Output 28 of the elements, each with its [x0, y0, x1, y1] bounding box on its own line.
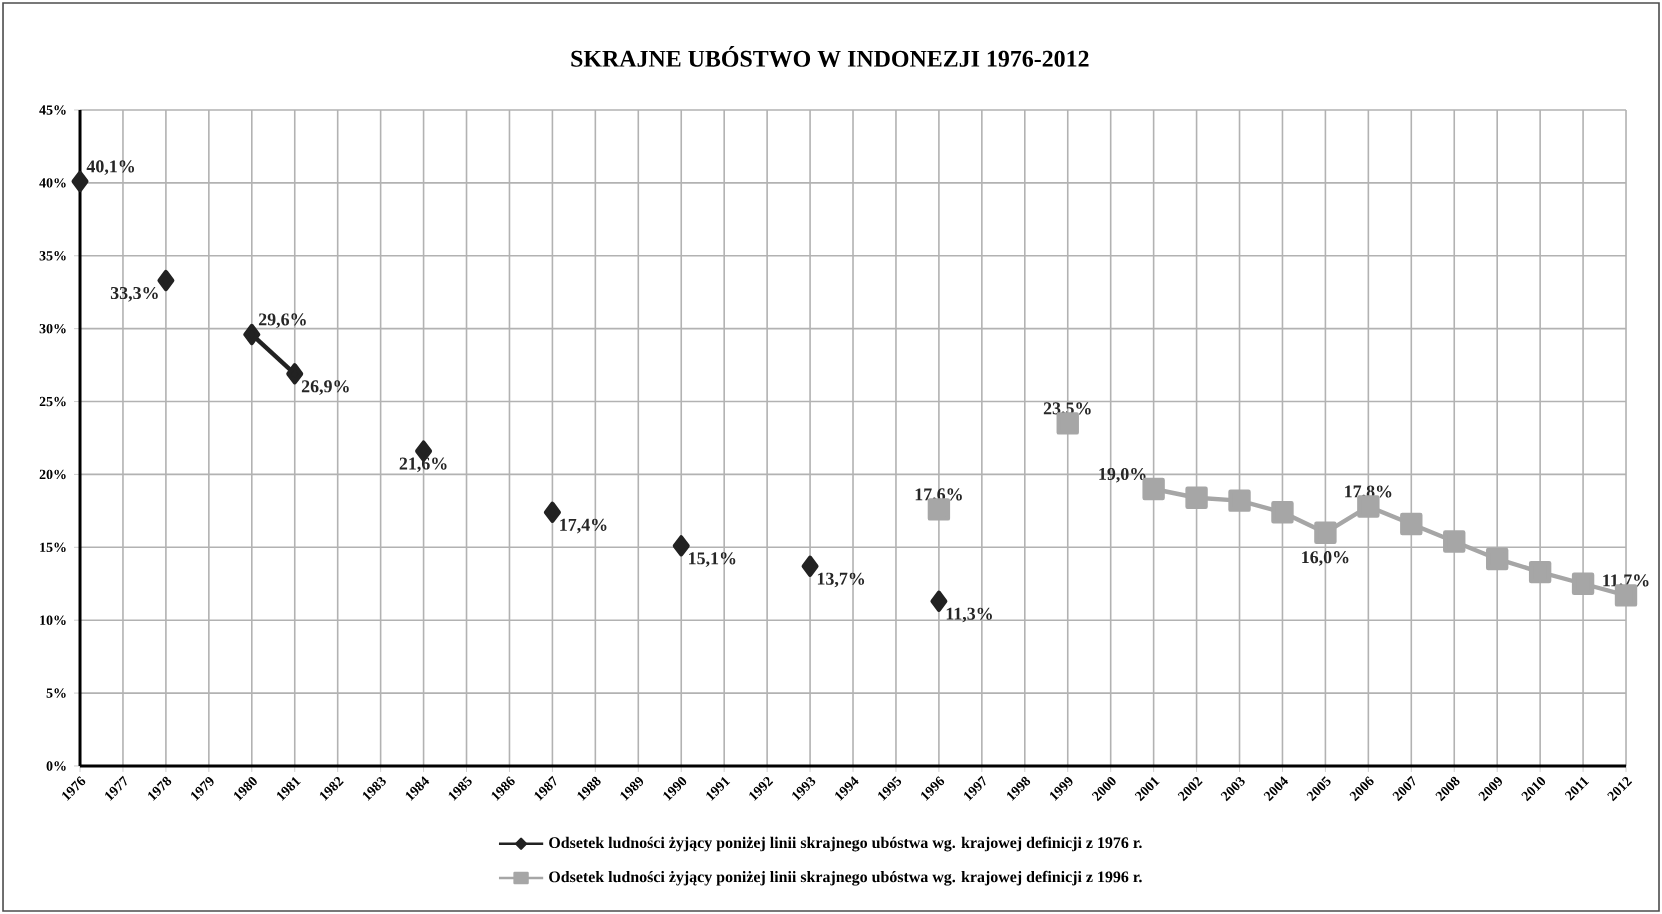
point: [1228, 489, 1251, 512]
point: [1485, 547, 1509, 571]
data-label: 26,9%: [301, 380, 349, 395]
point: [543, 501, 561, 523]
data-label: 11,3%: [946, 607, 992, 623]
point: [672, 535, 690, 557]
point: [1400, 512, 1423, 536]
data-label: 33,3%: [110, 286, 158, 302]
point: [1443, 530, 1466, 553]
data-label: 19,0%: [1099, 467, 1146, 483]
point: [1142, 477, 1165, 501]
point: [930, 590, 948, 612]
chart-title: SKRAJNE UBÓSTWO W INDONEZJI 1976-2012: [571, 46, 1089, 67]
data-label: 13,7%: [817, 572, 865, 588]
point: [1314, 521, 1337, 544]
point: [1185, 486, 1208, 509]
data-label: 16,0%: [1302, 551, 1349, 566]
point: [71, 170, 89, 193]
data-label: 40,1%: [86, 160, 135, 176]
point: [157, 269, 175, 292]
point: [1271, 501, 1294, 524]
point: [1571, 572, 1595, 595]
point: [1528, 560, 1552, 584]
data-label: 17,4%: [560, 518, 607, 534]
data-label: 29,6%: [258, 313, 306, 329]
data-label: 15,1%: [689, 552, 736, 567]
data-label: 21,6%: [399, 457, 447, 473]
point: [801, 555, 819, 577]
